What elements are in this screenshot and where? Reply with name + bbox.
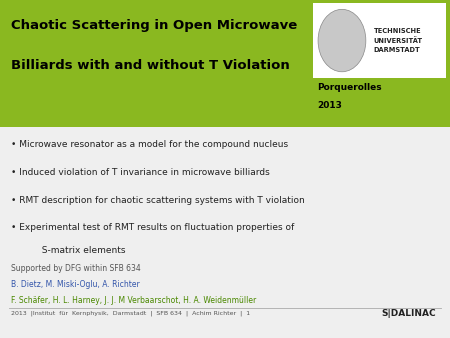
Text: 2013: 2013 (317, 101, 342, 111)
Text: 2013  |Institut  für  Kernphysik,  Darmstadt  |  SFB 634  |  Achim Richter  |  1: 2013 |Institut für Kernphysik, Darmstadt… (11, 311, 250, 316)
Text: TECHNISCHE
UNIVERSITÄT
DARMSTADT: TECHNISCHE UNIVERSITÄT DARMSTADT (374, 28, 423, 53)
Ellipse shape (318, 9, 366, 72)
Bar (0, 0, 450, 127)
Text: Porquerolles: Porquerolles (317, 83, 382, 92)
Text: • Experimental test of RMT results on fluctuation properties of: • Experimental test of RMT results on fl… (11, 223, 294, 233)
Text: • Microwave resonator as a model for the compound nucleus: • Microwave resonator as a model for the… (11, 140, 288, 149)
Text: F. Schäfer, H. L. Harney, J. J. M Verbaarschot, H. A. Weidenmüller: F. Schäfer, H. L. Harney, J. J. M Verbaa… (11, 296, 256, 305)
Text: Billiards with and without T Violation: Billiards with and without T Violation (11, 59, 290, 72)
Text: Chaotic Scattering in Open Microwave: Chaotic Scattering in Open Microwave (11, 19, 297, 31)
Text: Supported by DFG within SFB 634: Supported by DFG within SFB 634 (11, 264, 141, 273)
Text: • RMT description for chaotic scattering systems with T violation: • RMT description for chaotic scattering… (11, 196, 305, 205)
Text: B. Dietz, M. Miski-Oglu, A. Richter: B. Dietz, M. Miski-Oglu, A. Richter (11, 280, 140, 289)
Text: • Induced violation of T invariance in microwave billiards: • Induced violation of T invariance in m… (11, 168, 270, 177)
Text: S|DALINAC: S|DALINAC (382, 309, 436, 318)
Bar (313, 3, 446, 78)
Text: S-matrix elements: S-matrix elements (36, 246, 126, 256)
